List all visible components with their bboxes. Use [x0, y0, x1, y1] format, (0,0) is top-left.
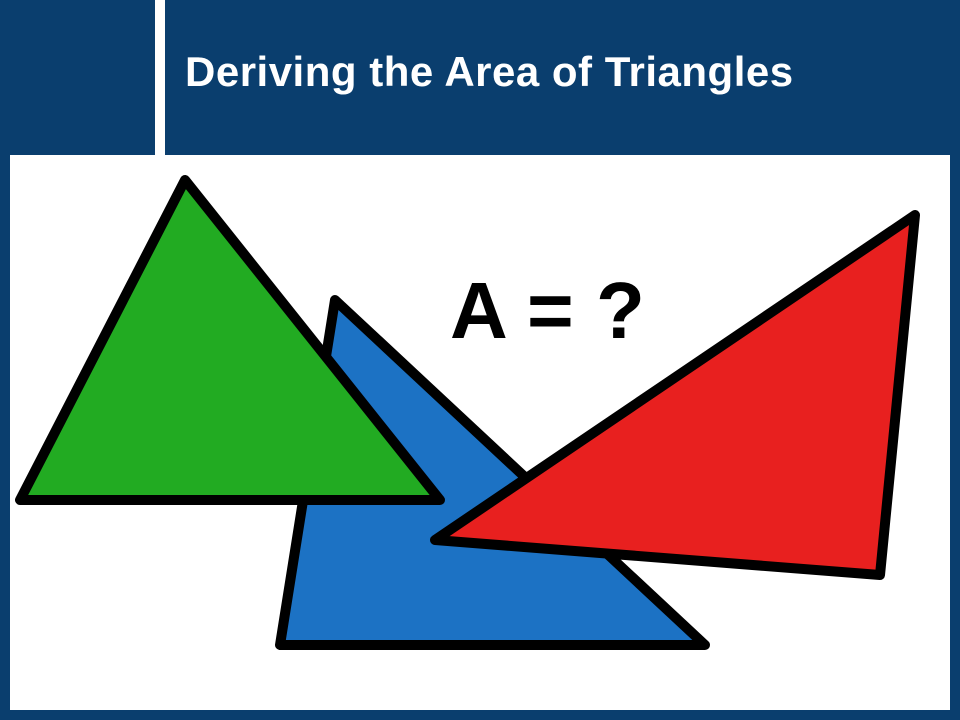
content-area: A = ?	[10, 155, 950, 710]
slide: Deriving the Area of Triangles A = ?	[0, 0, 960, 720]
header-accent-bar	[155, 0, 165, 180]
formula-text: A = ?	[450, 265, 645, 357]
header-bar: Deriving the Area of Triangles	[0, 0, 960, 155]
slide-title: Deriving the Area of Triangles	[185, 48, 794, 96]
triangle-diagram	[10, 155, 950, 710]
